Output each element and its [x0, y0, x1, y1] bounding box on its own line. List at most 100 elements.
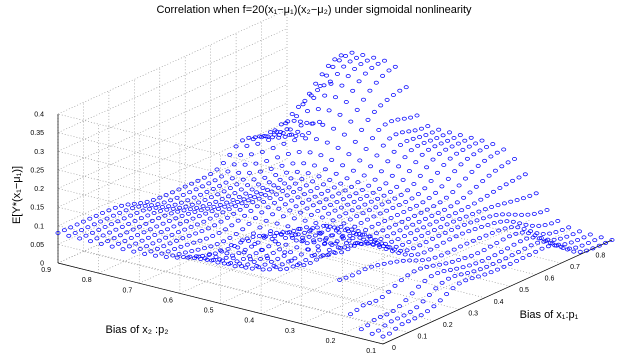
data-point-marker: [381, 261, 387, 266]
data-point-marker: [227, 235, 233, 240]
data-point-marker: [467, 190, 473, 195]
data-point-marker: [473, 261, 479, 266]
data-point-marker: [288, 176, 294, 181]
data-point-marker: [448, 204, 454, 209]
data-point-marker: [487, 214, 493, 219]
data-point-marker: [452, 211, 458, 216]
data-point-marker: [328, 81, 334, 86]
data-point-marker: [201, 219, 207, 224]
data-point-marker: [251, 231, 256, 236]
data-point-marker: [466, 144, 472, 149]
data-point-marker: [344, 176, 350, 181]
data-point-marker: [566, 225, 572, 230]
data-point-marker: [287, 127, 293, 132]
data-point-marker: [411, 182, 417, 186]
data-point-marker: [89, 230, 95, 235]
data-point-marker: [306, 131, 312, 135]
data-point-marker: [469, 276, 475, 281]
data-point-marker: [180, 236, 186, 241]
data-point-marker: [352, 224, 358, 229]
data-point-marker: [409, 291, 415, 296]
data-point-marker: [149, 218, 155, 223]
data-point-marker: [590, 246, 596, 251]
data-point-marker: [260, 267, 266, 272]
data-point-marker: [274, 230, 280, 235]
data-point-marker: [130, 227, 136, 232]
data-point-marker: [215, 260, 221, 265]
data-point-marker: [218, 248, 223, 253]
data-point-marker: [505, 160, 511, 165]
data-point-marker: [297, 186, 303, 191]
data-point-marker: [298, 123, 304, 128]
data-point-marker: [422, 186, 428, 191]
data-point-marker: [240, 138, 245, 143]
data-point-marker: [326, 252, 332, 257]
data-point-marker: [437, 262, 443, 267]
data-point-marker: [176, 187, 182, 192]
data-point-marker: [105, 239, 111, 244]
data-point-marker: [214, 242, 220, 247]
data-point-marker: [228, 202, 234, 207]
data-point-marker: [382, 218, 388, 223]
data-point-marker: [460, 147, 466, 152]
data-point-marker: [345, 74, 351, 79]
data-point-marker: [440, 133, 446, 138]
grid-line: [57, 113, 384, 196]
data-point-marker: [358, 62, 364, 67]
data-point-marker: [459, 231, 465, 236]
data-point-marker: [363, 228, 369, 233]
data-point-marker: [428, 179, 434, 183]
data-point-marker: [154, 224, 160, 229]
data-point-marker: [415, 252, 421, 257]
data-point-marker: [384, 312, 390, 317]
data-point-marker: [403, 225, 409, 230]
data-point-marker: [278, 196, 284, 201]
data-point-marker: [378, 169, 384, 174]
data-point-marker: [331, 185, 337, 190]
data-point-marker: [244, 143, 250, 148]
data-point-marker: [388, 216, 394, 220]
x-tick-label: 0.5: [519, 287, 529, 294]
data-point-marker: [109, 244, 115, 249]
data-point-marker: [364, 241, 370, 246]
data-point-marker: [177, 205, 183, 210]
data-point-marker: [140, 208, 146, 213]
data-point-marker: [449, 259, 455, 264]
data-point-marker: [527, 193, 533, 198]
data-point-marker: [375, 61, 381, 66]
data-point-marker: [333, 171, 339, 176]
data-point-marker: [350, 88, 356, 93]
data-point-marker: [446, 214, 452, 218]
data-point-marker: [325, 227, 331, 232]
data-point-marker: [238, 187, 244, 192]
data-point-marker: [286, 259, 292, 264]
data-point-marker: [280, 131, 286, 136]
data-point-marker: [349, 50, 355, 55]
data-point-marker: [443, 261, 449, 266]
data-point-marker: [405, 273, 411, 278]
data-point-marker: [296, 150, 302, 154]
data-point-marker: [514, 198, 520, 203]
data-point-marker: [297, 226, 303, 231]
data-point-marker: [120, 247, 126, 252]
data-point-marker: [246, 135, 252, 140]
data-point-marker: [208, 172, 214, 177]
data-point-marker: [237, 207, 243, 212]
data-point-marker: [482, 158, 488, 163]
data-point-marker: [354, 55, 359, 60]
data-point-marker: [199, 184, 205, 189]
data-point-marker: [121, 216, 127, 221]
data-point-marker: [275, 155, 281, 160]
data-point-marker: [181, 208, 187, 213]
data-point-marker: [515, 225, 521, 230]
data-point-marker: [98, 241, 104, 246]
data-point-marker: [119, 203, 125, 208]
data-point-marker: [369, 331, 375, 336]
data-point-marker: [414, 228, 420, 233]
data-point-marker: [585, 241, 591, 245]
data-point-marker: [334, 72, 340, 76]
data-point-marker: [425, 124, 431, 129]
data-point-marker: [394, 259, 400, 264]
data-point-marker: [159, 205, 165, 210]
data-point-marker: [215, 206, 221, 211]
